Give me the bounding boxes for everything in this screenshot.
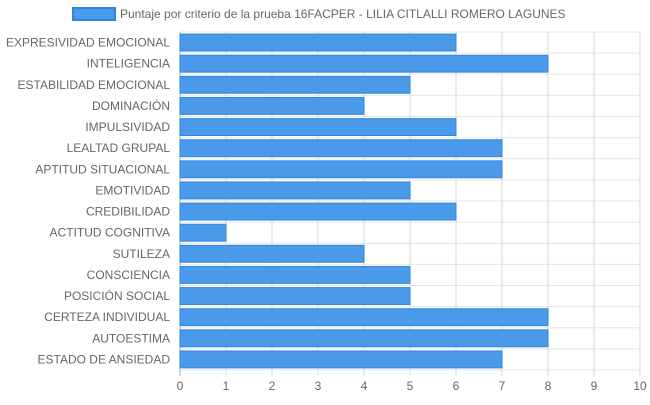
x-tick-label: 5 bbox=[407, 379, 414, 393]
x-tick-label: 2 bbox=[269, 379, 276, 393]
category-label: INTELIGENCIA bbox=[87, 57, 170, 71]
category-label: SUTILEZA bbox=[113, 247, 170, 261]
bar[interactable] bbox=[179, 223, 227, 242]
category-label: IMPULSIVIDAD bbox=[85, 120, 170, 134]
bar[interactable] bbox=[179, 181, 411, 200]
bar[interactable] bbox=[179, 54, 549, 73]
bar[interactable] bbox=[179, 244, 365, 263]
legend-swatch[interactable] bbox=[72, 7, 116, 21]
bar[interactable] bbox=[179, 96, 365, 115]
bar[interactable] bbox=[179, 139, 503, 158]
x-tick-label: 0 bbox=[177, 379, 184, 393]
category-label: ESTABILIDAD EMOCIONAL bbox=[18, 78, 171, 92]
category-label: APTITUD SITUACIONAL bbox=[35, 162, 170, 176]
x-tick-label: 10 bbox=[633, 379, 647, 393]
bar[interactable] bbox=[179, 75, 411, 94]
category-label: CONSCIENCIA bbox=[87, 268, 170, 282]
category-label: ACTITUD COGNITIVA bbox=[50, 226, 170, 240]
bar[interactable] bbox=[179, 118, 457, 137]
bar[interactable] bbox=[179, 329, 549, 348]
bar[interactable] bbox=[179, 265, 411, 284]
category-label: EMOTIVIDAD bbox=[95, 183, 170, 197]
bar[interactable] bbox=[179, 33, 457, 52]
category-label: LEALTAD GRUPAL bbox=[67, 141, 171, 155]
bar[interactable] bbox=[179, 287, 411, 306]
bar[interactable] bbox=[179, 308, 549, 327]
x-tick-label: 1 bbox=[223, 379, 230, 393]
x-tick-label: 4 bbox=[361, 379, 368, 393]
bar[interactable] bbox=[179, 160, 503, 179]
x-tick-label: 3 bbox=[315, 379, 322, 393]
category-label: ESTADO DE ANSIEDAD bbox=[38, 352, 171, 366]
legend-label[interactable]: Puntaje por criterio de la prueba 16FACP… bbox=[120, 7, 566, 21]
category-label: CERTEZA INDIVIDUAL bbox=[44, 310, 170, 324]
bar[interactable] bbox=[179, 350, 503, 369]
category-label: POSICIÓN SOCIAL bbox=[64, 288, 170, 303]
category-label: CREDIBILIDAD bbox=[86, 205, 170, 219]
legend[interactable]: Puntaje por criterio de la prueba 16FACP… bbox=[72, 7, 566, 21]
x-tick-label: 7 bbox=[499, 379, 506, 393]
x-tick-label: 6 bbox=[453, 379, 460, 393]
category-labels: EXPRESIVIDAD EMOCIONAL INTELIGENCIA ESTABI… bbox=[6, 36, 170, 367]
x-axis-ticks: 0 1 2 3 4 5 6 7 8 9 10 bbox=[177, 379, 647, 393]
x-tick-label: 9 bbox=[591, 379, 598, 393]
category-label: EXPRESIVIDAD EMOCIONAL bbox=[6, 36, 170, 50]
bars bbox=[179, 33, 549, 369]
category-label: DOMINACIÓN bbox=[92, 98, 170, 113]
category-label: AUTOESTIMA bbox=[92, 331, 170, 345]
bar[interactable] bbox=[179, 202, 457, 221]
x-tick-label: 8 bbox=[545, 379, 552, 393]
